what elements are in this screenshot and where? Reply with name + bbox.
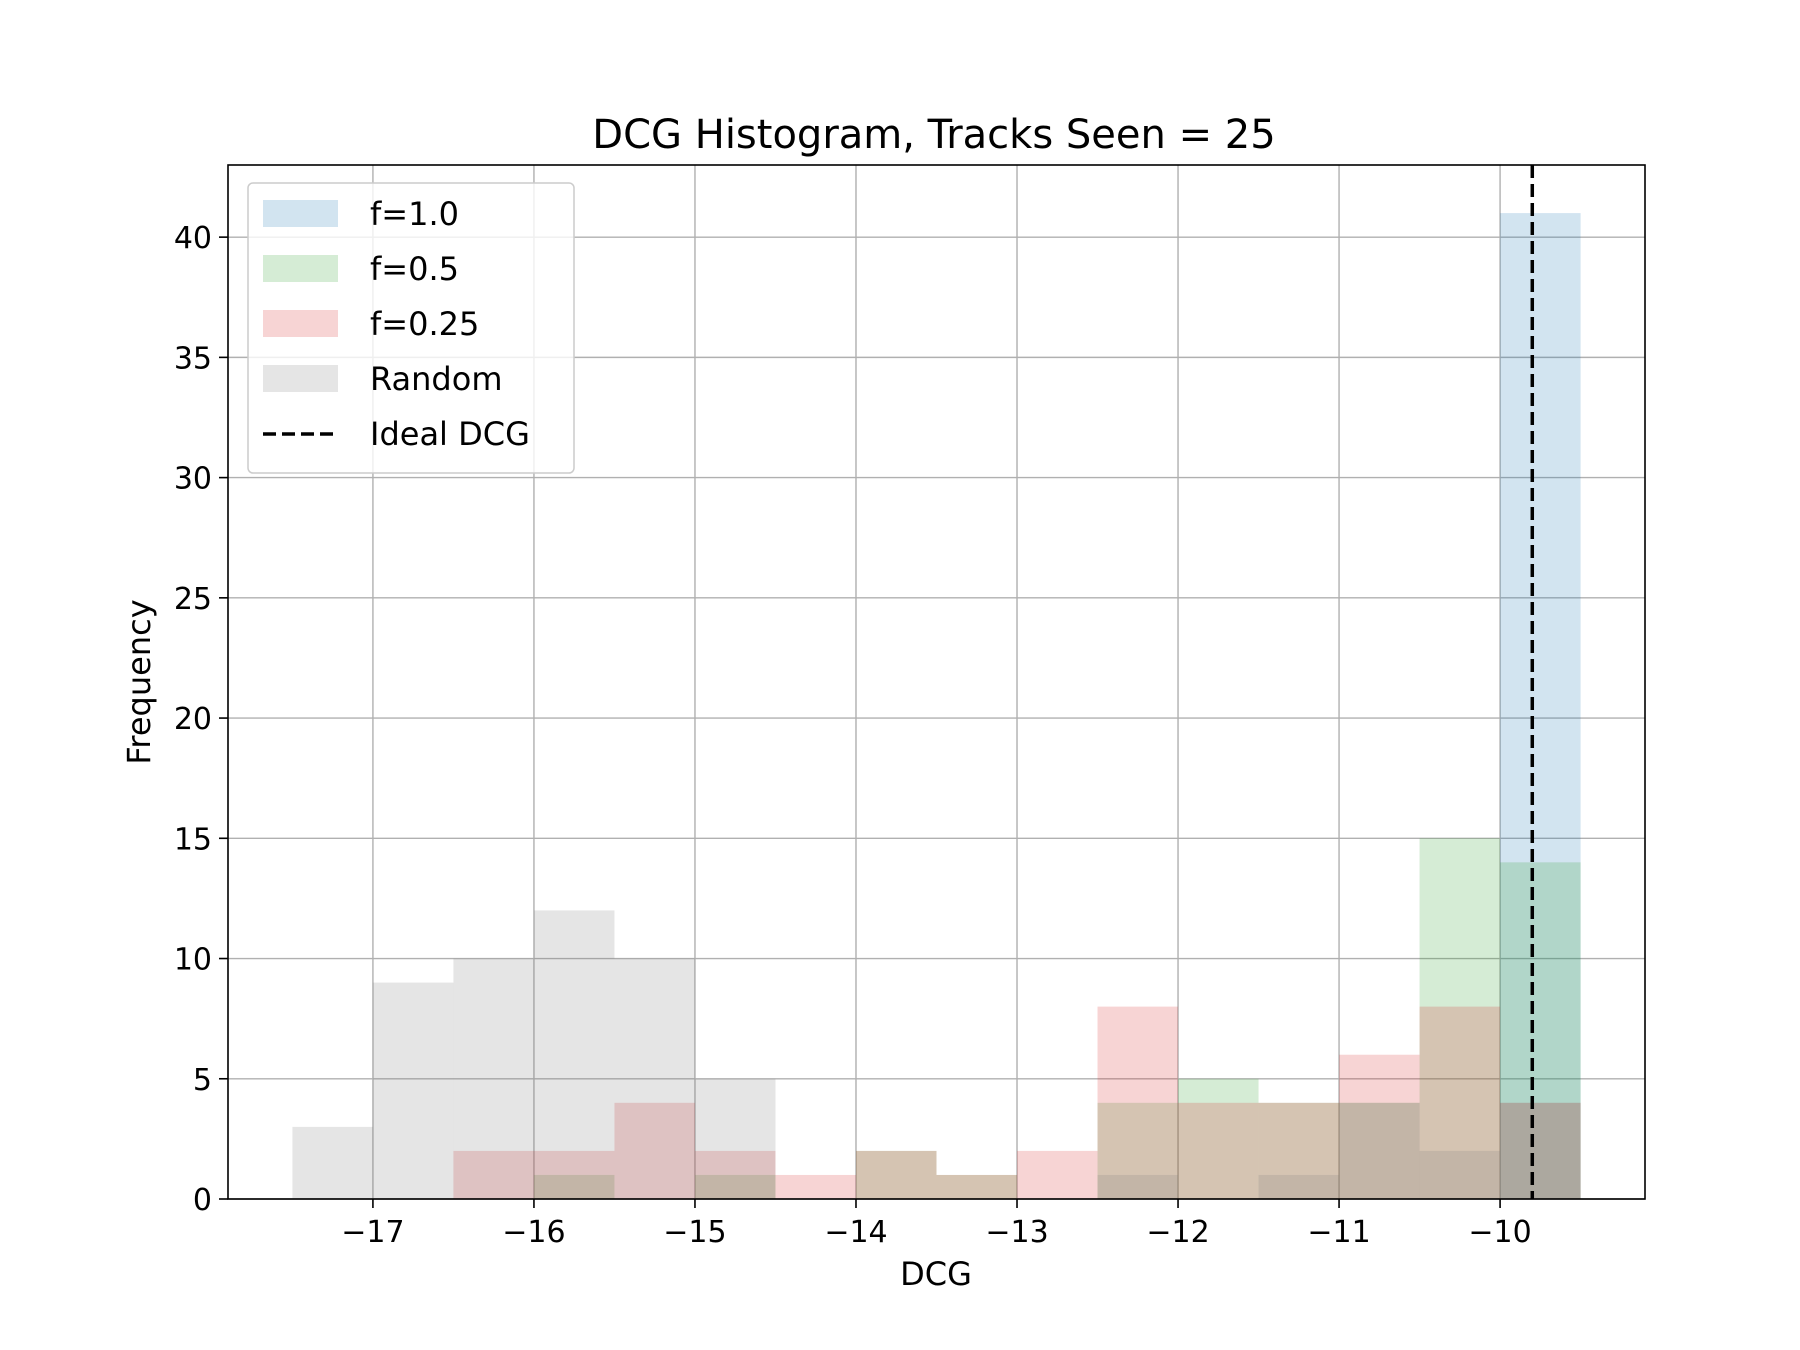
x-tick-label: −15 [663,1215,726,1250]
legend-swatch [263,255,338,282]
y-tick-label: 35 [174,341,212,376]
histogram-bar [1097,1174,1179,1199]
histogram-bar [533,910,615,1199]
x-tick-label: −16 [502,1215,565,1250]
legend: f=1.0 f=0.5 f=0.25 Random Ideal DCG [247,182,575,474]
y-tick-label: 25 [174,582,212,617]
histogram-bar [1178,1078,1259,1199]
legend-frame [247,182,575,474]
histogram-bar [1339,1102,1420,1199]
series-Random [292,910,1581,1199]
histogram-bar [1500,1102,1581,1199]
histogram-bars [292,213,1581,1199]
histogram-bar [1419,1150,1501,1199]
histogram-bar [1258,1174,1340,1199]
y-tick-label: 0 [193,1183,212,1218]
histogram-bar [1097,1006,1179,1199]
series-f=1.0 [1500,213,1581,1199]
histogram-bar [1500,213,1581,1199]
grid [228,165,1645,1200]
y-tick-label: 15 [174,822,212,857]
histogram-bar [533,1150,615,1199]
legend-label: f=0.25 [370,305,479,343]
legend-swatch [263,310,338,337]
histogram-bar [1339,1102,1420,1199]
histogram-bar [1017,1150,1098,1199]
histogram-bar [372,982,454,1199]
histogram-bar [1419,1006,1501,1199]
series-f=0.25 [453,1006,1581,1199]
histogram-bar [614,1102,695,1199]
histogram-bar [775,1174,856,1199]
x-tick-label: −13 [985,1215,1048,1250]
legend-label: f=0.5 [370,250,459,288]
chart-title: DCG Histogram, Tracks Seen = 25 [592,112,1275,158]
x-tick-label: −14 [824,1215,887,1250]
histogram-bar [936,1174,1018,1199]
histogram-bar [1258,1102,1340,1199]
histogram-bar [694,1174,776,1199]
x-tick-label: −12 [1146,1215,1209,1250]
y-tick-label: 40 [174,221,212,256]
x-tick-label: −10 [1468,1215,1531,1250]
plot-frame [227,164,1646,1200]
y-tick-label: 30 [174,462,212,497]
x-axis: −17 −16 −15 −14 −13 −12 −11 −10 [341,1199,1532,1250]
histogram-bar [855,1150,937,1199]
histogram-bar [694,1078,776,1199]
histogram-bar [694,1150,776,1199]
x-tick-label: −17 [341,1215,404,1250]
y-tick-label: 10 [174,943,212,978]
legend-label: Ideal DCG [370,415,530,453]
y-axis-label: Frequency [120,599,158,764]
histogram-bar [855,1150,937,1199]
x-tick-label: −11 [1307,1215,1370,1250]
legend-label: Random [370,360,502,398]
x-axis-label: DCG [900,1255,972,1293]
histogram-bar [453,958,534,1199]
histogram-bar [1500,862,1581,1199]
histogram-bar [453,1150,534,1199]
histogram-bar [936,1174,1018,1199]
histogram-bar [1258,1102,1340,1199]
histogram-bar [1419,838,1501,1199]
legend-label: f=1.0 [370,195,459,233]
legend-swatch [263,365,338,392]
histogram-bar [1097,1102,1179,1199]
histogram-bar [1178,1102,1259,1199]
y-tick-label: 20 [174,702,212,737]
histogram-bar [292,1126,373,1199]
histogram-bar [614,958,695,1199]
legend-swatch [263,200,338,227]
series-f=0.5 [533,838,1581,1199]
y-axis: 0 5 10 15 20 25 30 35 40 [174,221,228,1218]
histogram-bar [1339,1054,1420,1199]
histogram-bar [533,1174,615,1199]
histogram-bar [1500,1102,1581,1199]
y-tick-label: 5 [193,1063,212,1098]
